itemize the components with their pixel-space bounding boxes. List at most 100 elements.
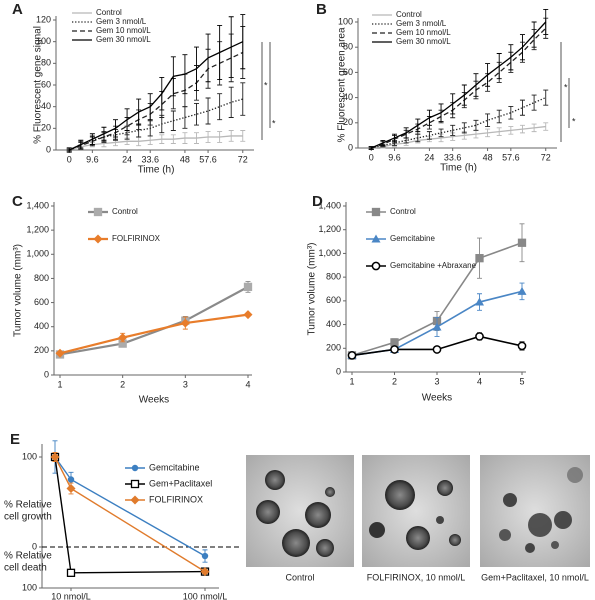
y-tick-label: 40	[41, 101, 51, 111]
x-tick-label: 57.6	[502, 152, 520, 162]
series-line	[54, 456, 206, 574]
legend-label: Gem 10 nmol/L	[396, 28, 451, 37]
x-tick-label: 0	[369, 152, 374, 162]
x-tick-label: 4	[477, 376, 482, 386]
y-tick-label: 80	[343, 42, 353, 52]
marker	[93, 207, 103, 217]
error-bar	[240, 82, 246, 116]
error-bar	[496, 109, 502, 124]
marker	[475, 332, 484, 341]
error-bar	[531, 94, 537, 111]
legend-label: Gem 30 nmol/L	[396, 37, 451, 46]
marker	[130, 495, 140, 505]
marker	[66, 484, 76, 493]
marker	[55, 348, 65, 358]
photo-control	[246, 455, 354, 567]
x-axis-title: Weeks	[139, 395, 169, 406]
marker	[131, 464, 139, 472]
x-tick-label: 9.6	[388, 152, 401, 162]
chart-panel: D 0 200 400 600 800 1,000 1,200 1,400 1 2 3 4 5 Weeks T…	[307, 193, 527, 404]
panel-label: C	[12, 193, 23, 210]
y-axis-title: % Fluorescent green area	[337, 27, 348, 143]
y-tick-label: 600	[326, 295, 341, 305]
marker	[517, 238, 527, 247]
x-axis-title: Weeks	[422, 393, 452, 404]
x-tick-label: 48	[483, 152, 493, 162]
series-line	[59, 313, 249, 355]
y-tick-label: 200	[326, 343, 341, 353]
y-tick-label: 600	[34, 297, 49, 307]
series-line	[54, 456, 206, 573]
x-tick-label: 33.6	[141, 154, 159, 164]
series-line	[59, 285, 249, 356]
error-bar	[461, 122, 467, 134]
legend-label: Control	[396, 10, 422, 19]
y-axis-title: % Relative	[4, 551, 52, 562]
marker	[180, 318, 190, 328]
legend-label: Gemcitabine	[390, 234, 435, 243]
legend-label: Gem 3 nmol/L	[96, 17, 147, 26]
series-line	[371, 21, 547, 149]
marker	[67, 476, 75, 483]
significance-star: *	[264, 80, 268, 90]
y-tick-label: 0	[44, 369, 49, 379]
marker	[432, 345, 442, 354]
error-bar	[205, 97, 211, 125]
x-tick-label: 72	[238, 154, 248, 164]
marker	[50, 452, 60, 462]
marker	[93, 234, 103, 244]
y-tick-label: 0	[32, 541, 37, 551]
error-bar	[450, 124, 456, 136]
y-tick-label: 40	[343, 92, 353, 102]
legend-label: Gem 30 nmol/L	[96, 35, 151, 44]
chart-panel: C 0 200 400 600 800 1,000 1,200 1,400 1 2 3 4 Weeks Tu…	[12, 193, 253, 406]
marker	[475, 254, 484, 263]
photo-caption: FOLFIRINOX, 10 nmol/L	[367, 572, 466, 582]
x-tick-label: 2	[392, 376, 397, 386]
y-tick-label: 1,200	[318, 224, 341, 234]
significance-brackets	[261, 42, 570, 142]
series-line	[68, 98, 243, 151]
marker	[201, 552, 209, 560]
y-tick-label: 0	[348, 142, 353, 152]
legend-label: Gemcitabine	[149, 462, 200, 472]
marker	[130, 479, 140, 489]
y-tick-label: 800	[326, 272, 341, 282]
error-bar	[485, 113, 491, 128]
marker	[432, 322, 442, 331]
marker	[66, 568, 76, 577]
marker	[390, 345, 399, 354]
x-tick-label: 5	[519, 376, 524, 386]
y-tick-label: 60	[41, 79, 51, 89]
legend-label: Gemcitabine +Abraxane	[390, 261, 477, 270]
panel-label: E	[10, 431, 20, 448]
y-tick-label: 120	[36, 14, 51, 24]
error-bar	[193, 102, 199, 126]
error-bar	[473, 119, 479, 131]
y-tick-label: 100	[338, 16, 353, 26]
chart-panel: A 0 20 40 60 80 100 120 0 9.6 24 33.6 48 57.6 72 Time (…	[12, 1, 276, 176]
marker	[371, 234, 381, 243]
panel-label: B	[316, 1, 327, 18]
x-tick-label: 1	[57, 379, 62, 389]
y-tick-label: 200	[34, 345, 49, 355]
x-tick-label: 10 nmol/L	[51, 591, 91, 600]
marker	[243, 282, 253, 292]
y-tick-label: 0	[336, 366, 341, 376]
series-line	[69, 51, 244, 151]
photo-caption: Gem+Paclitaxel, 10 nmol/L	[481, 572, 589, 582]
panel-label: A	[12, 1, 23, 18]
y-tick-label: 20	[41, 123, 51, 133]
x-tick-label: 3	[434, 376, 439, 386]
x-tick-label: 0	[67, 154, 72, 164]
legend-label: Control	[112, 207, 138, 216]
marker	[517, 286, 527, 295]
x-tick-label: 48	[180, 154, 190, 164]
error-bar	[508, 105, 514, 120]
y-axis-title: % Relative	[4, 500, 52, 511]
y-tick-label: 1,400	[26, 200, 49, 210]
y-tick-label: 100	[22, 451, 37, 461]
marker	[118, 333, 128, 343]
